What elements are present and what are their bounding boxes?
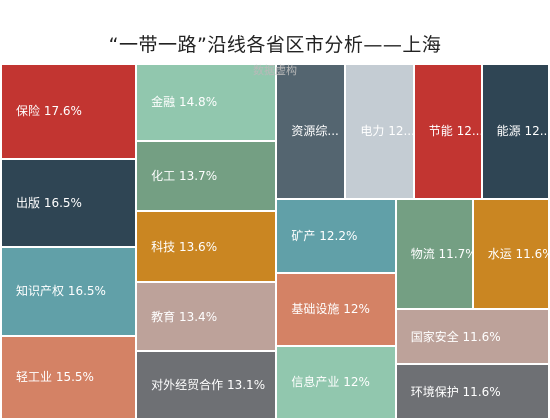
treemap-tile[interactable]: 知识产权 16.5% [1, 247, 137, 336]
tile-label: 节能 12.... [428, 124, 482, 139]
tile-label: 对外经贸合作 13.1% [151, 378, 266, 393]
tile-label: 水运 11.6% [487, 246, 549, 261]
tile-label: 能源 12.... [496, 124, 548, 139]
treemap-tile[interactable]: 教育 13.4% [136, 281, 277, 352]
tile-label: 信息产业 12% [291, 375, 370, 390]
treemap-tile[interactable]: 能源 12.... [481, 64, 549, 199]
tile-label: 科技 13.6% [151, 239, 218, 254]
tile-label: 环境保护 11.6% [410, 384, 501, 399]
treemap-tile[interactable]: 金融 14.8% [136, 64, 277, 141]
tile-label: 化工 13.7% [151, 169, 218, 184]
treemap-tile[interactable]: 科技 13.6% [136, 211, 277, 282]
treemap-tile[interactable]: 出版 16.5% [1, 158, 137, 248]
tile-label: 教育 13.4% [151, 309, 218, 324]
tile-label: 知识产权 16.5% [16, 284, 106, 299]
treemap-tile[interactable]: 电力 12.... [345, 64, 414, 199]
treemap-tile[interactable]: 保险 17.6% [1, 64, 137, 159]
tile-label: 矿产 12.2% [291, 228, 358, 243]
treemap-tile[interactable]: 资源综... [276, 64, 346, 199]
treemap-tile[interactable]: 对外经贸合作 13.1% [136, 351, 277, 419]
treemap-tile[interactable]: 化工 13.7% [136, 140, 277, 212]
treemap-tile[interactable]: 环境保护 11.6% [395, 364, 549, 419]
treemap-tile[interactable]: 水运 11.6% [472, 198, 549, 310]
tile-label: 电力 12.... [360, 124, 414, 139]
chart-title: “一带一路”沿线各省区市分析——上海 [108, 34, 442, 56]
treemap-tile[interactable]: 物流 11.7% [395, 198, 473, 310]
treemap-tile[interactable]: 节能 12.... [413, 64, 482, 199]
tile-label: 轻工业 15.5% [16, 370, 94, 385]
treemap-tile[interactable]: 信息产业 12% [276, 345, 396, 419]
treemap-tile[interactable]: 国家安全 11.6% [395, 309, 549, 365]
tile-label: 资源综... [291, 124, 339, 139]
chart-subtitle: 数据虚构 [253, 64, 297, 77]
tile-label: 金融 14.8% [151, 95, 218, 110]
tile-label: 基础设施 12% [291, 302, 370, 317]
tile-label: 国家安全 11.6% [410, 329, 501, 344]
treemap-tile[interactable]: 矿产 12.2% [276, 198, 396, 273]
tile-label: 保险 17.6% [16, 104, 82, 119]
treemap-tile[interactable]: 轻工业 15.5% [1, 335, 137, 419]
tile-label: 物流 11.7% [410, 246, 473, 261]
treemap-tile[interactable]: 基础设施 12% [276, 272, 396, 346]
tile-label: 出版 16.5% [16, 195, 82, 210]
